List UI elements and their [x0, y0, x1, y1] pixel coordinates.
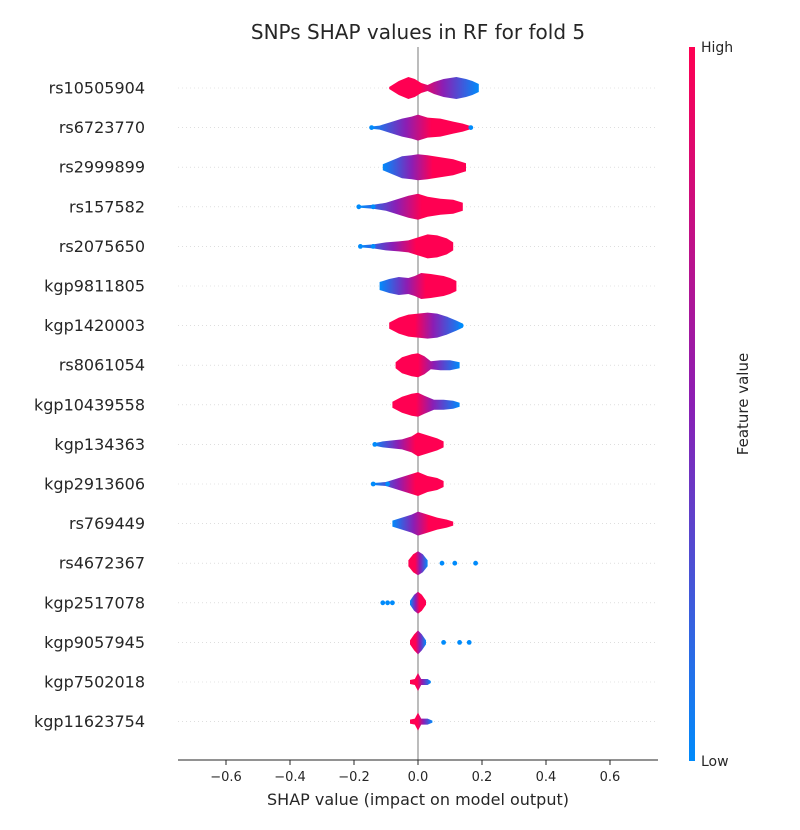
outlier-point [441, 640, 446, 645]
x-ticks: −0.6 −0.4 −0.2 0.0 0.2 0.4 0.6 [210, 760, 620, 785]
violin-rs10505904 [389, 77, 479, 99]
outlier-point [473, 560, 478, 566]
feature-label: rs2999899 [59, 158, 145, 177]
outlier-point [372, 442, 378, 447]
feature-label: kgp11623754 [34, 712, 145, 731]
outlier-point [385, 600, 390, 606]
x-axis-label: SHAP value (impact on model output) [267, 790, 569, 809]
violin-rs2075650 [360, 234, 454, 259]
feature-label: kgp2913606 [44, 475, 145, 494]
feature-label: rs769449 [69, 514, 145, 533]
violins [360, 77, 479, 731]
x-tick-label: −0.6 [210, 770, 242, 785]
outlier-points [356, 125, 478, 645]
violin-kgp7502018 [410, 673, 431, 691]
x-tick-label: −0.4 [274, 770, 306, 785]
feature-label: kgp1420003 [44, 316, 145, 335]
chart-title: SNPs SHAP values in RF for fold 5 [251, 20, 585, 44]
x-tick-label: 0.0 [408, 770, 429, 785]
x-tick-label: 0.2 [472, 770, 493, 785]
feature-label: kgp134363 [54, 435, 145, 454]
outlier-point [468, 125, 474, 130]
feature-label: rs4672367 [59, 554, 145, 573]
feature-label: rs157582 [69, 197, 145, 216]
outlier-point [458, 323, 464, 328]
violin-kgp11623754 [410, 712, 433, 731]
outlier-point [370, 244, 376, 249]
colorbar-low-label: Low [701, 754, 729, 770]
x-tick-label: 0.4 [536, 770, 557, 785]
outlier-point [439, 560, 445, 566]
feature-label: kgp2517078 [44, 593, 145, 612]
violin-rs2999899 [382, 154, 466, 181]
outlier-point [385, 481, 390, 487]
violin-kgp9057945 [410, 630, 426, 655]
outlier-point [370, 204, 376, 210]
feature-label: rs2075650 [59, 237, 145, 256]
feature-label: rs10505904 [49, 79, 145, 98]
feature-label: kgp9811805 [44, 277, 145, 296]
feature-labels: rs10505904 rs6723770 rs2999899 rs157582 rs20… [34, 79, 145, 732]
feature-label: kgp7502018 [44, 673, 145, 692]
feature-label: rs6723770 [59, 118, 145, 137]
colorbar-high-label: High [701, 40, 733, 56]
outlier-point [380, 600, 386, 606]
violin-kgp2913606 [373, 472, 444, 496]
feature-label: kgp10439558 [34, 395, 145, 414]
violin-rs157582 [360, 193, 463, 220]
outlier-point [356, 204, 362, 210]
violin-kgp1420003 [389, 312, 463, 339]
violin-rs8061054 [395, 353, 460, 378]
feature-label: kgp9057945 [44, 633, 145, 652]
feature-label: rs8061054 [59, 356, 145, 375]
colorbar-axis-label: Feature value [734, 353, 752, 455]
x-tick-label: −0.2 [338, 770, 370, 785]
violin-kgp134363 [373, 432, 444, 457]
outlier-point [390, 600, 395, 606]
outlier-point [358, 244, 363, 249]
colorbar [689, 47, 695, 761]
outlier-point [369, 125, 374, 130]
violin-kgp2517078 [410, 591, 426, 614]
outlier-point [466, 640, 472, 645]
outlier-point [457, 640, 462, 645]
x-tick-label: 0.6 [600, 770, 621, 785]
outlier-point [452, 560, 458, 566]
violin-kgp9811805 [379, 273, 457, 299]
violin-rs4672367 [408, 551, 428, 576]
violin-rs769449 [392, 511, 454, 536]
violin-kgp10439558 [392, 392, 460, 417]
outlier-point [370, 481, 376, 487]
violin-rs6723770 [370, 114, 473, 141]
